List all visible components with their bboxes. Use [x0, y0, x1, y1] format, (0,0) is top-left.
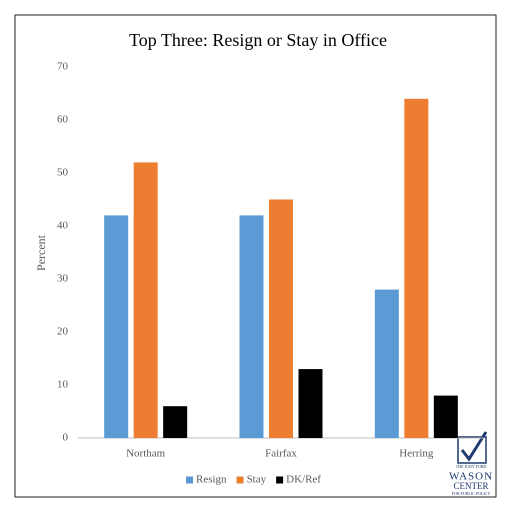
- bar: [104, 215, 129, 438]
- y-tick-label: 40: [57, 220, 69, 232]
- logo-text: WASON: [449, 471, 493, 483]
- y-tick-label: 50: [57, 167, 69, 179]
- logo-text: FOR PUBLIC POLICY: [452, 491, 491, 496]
- logo-text: CENTER: [454, 481, 489, 491]
- bar: [163, 406, 188, 438]
- y-tick-label: 0: [63, 432, 69, 444]
- bar: [298, 369, 323, 438]
- bar: [239, 215, 264, 438]
- x-tick-label: Herring: [399, 448, 434, 460]
- logo-check: [460, 431, 488, 462]
- legend-label: DK/Ref: [286, 474, 321, 486]
- bar: [269, 199, 293, 438]
- legend-swatch: [276, 476, 284, 484]
- chart-title: Top Three: Resign or Stay in Office: [129, 30, 387, 50]
- y-tick-label: 70: [57, 61, 69, 73]
- y-axis-label: Percent: [34, 234, 48, 271]
- y-tick-label: 20: [57, 326, 69, 338]
- bar: [404, 98, 429, 439]
- y-tick-label: 30: [57, 273, 69, 285]
- y-tick-label: 60: [57, 114, 69, 126]
- y-tick-label: 10: [57, 379, 69, 391]
- x-tick-label: Northam: [126, 448, 166, 460]
- logo: THE JUDY FORD WASON CENTER FOR PUBLIC PO…: [449, 431, 493, 496]
- legend-label: Resign: [196, 474, 227, 486]
- logo-box: [457, 436, 487, 464]
- legend-swatch: [236, 476, 244, 484]
- bar: [133, 162, 158, 438]
- x-tick-label: Fairfax: [265, 448, 297, 460]
- legend-swatch: [186, 476, 193, 484]
- logo-text: THE JUDY FORD: [456, 464, 487, 469]
- bar: [433, 395, 458, 438]
- bar: [374, 289, 399, 438]
- legend-label: Stay: [247, 474, 267, 486]
